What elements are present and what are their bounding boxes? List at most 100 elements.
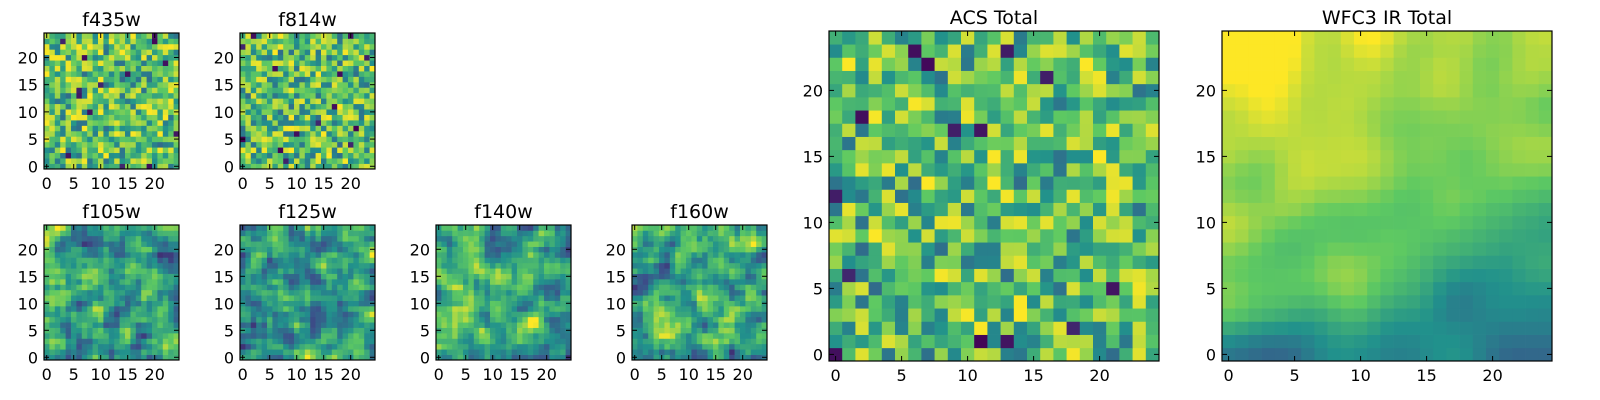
heatmap-cell xyxy=(98,49,104,56)
heatmap-cell xyxy=(473,289,480,296)
heatmap-cell xyxy=(484,284,491,291)
heatmap-cell xyxy=(1235,334,1249,349)
heatmap-cell xyxy=(76,230,83,237)
heatmap-cell xyxy=(310,284,316,291)
heatmap-cell xyxy=(283,230,289,237)
heatmap-cell xyxy=(108,49,115,56)
heatmap-cell xyxy=(130,311,137,318)
heatmap-cell xyxy=(1013,110,1028,124)
heatmap-cell xyxy=(157,38,164,45)
heatmap-cell xyxy=(533,306,539,312)
heatmap-cell xyxy=(152,338,158,345)
heatmap-cell xyxy=(908,202,922,217)
heatmap-cell xyxy=(364,152,370,159)
heatmap-cell xyxy=(1446,176,1460,190)
heatmap-cell xyxy=(240,284,246,291)
heatmap-cell xyxy=(342,230,349,237)
heatmap-cell xyxy=(1314,189,1328,203)
heatmap-cell xyxy=(162,120,169,126)
heatmap-cell xyxy=(745,225,752,231)
heatmap-cell xyxy=(294,241,300,247)
heatmap-cell xyxy=(961,97,975,111)
heatmap-cell xyxy=(707,252,714,258)
heatmap-cell xyxy=(1132,70,1147,85)
heatmap-cell xyxy=(98,338,104,345)
heatmap-cell xyxy=(868,70,883,85)
heatmap-cell xyxy=(76,65,83,72)
heatmap-cell xyxy=(1079,57,1094,71)
heatmap-cell xyxy=(364,141,370,148)
heatmap-cell xyxy=(745,322,752,328)
heatmap-cell xyxy=(1340,295,1355,309)
heatmap-cell xyxy=(337,235,343,242)
heatmap-cell xyxy=(240,311,246,318)
heatmap-cell xyxy=(369,125,376,132)
heatmap-cell xyxy=(277,354,284,361)
heatmap-cell xyxy=(1314,308,1328,322)
heatmap-cell xyxy=(560,262,566,269)
heatmap-cell xyxy=(54,54,61,61)
heatmap-cell xyxy=(468,235,475,242)
heatmap-cell xyxy=(1040,215,1054,230)
heatmap-cell xyxy=(1525,281,1540,296)
heatmap-cell xyxy=(479,246,485,253)
heatmap-cell xyxy=(256,109,262,115)
heatmap-cell xyxy=(267,38,273,45)
heatmap-cell xyxy=(473,279,480,285)
heatmap-cell xyxy=(468,230,475,237)
heatmap-cell xyxy=(756,246,762,253)
heatmap-cell xyxy=(1327,163,1342,177)
heatmap-cell xyxy=(829,202,843,217)
heatmap-cell xyxy=(304,38,311,45)
heatmap-cell xyxy=(168,273,174,280)
heatmap-cell xyxy=(533,230,539,237)
heatmap-cell xyxy=(868,44,883,58)
heatmap-cell xyxy=(321,322,327,328)
heatmap-cell xyxy=(146,322,153,328)
heatmap-cell xyxy=(71,43,77,50)
heatmap-cell xyxy=(81,81,88,88)
heatmap-cell xyxy=(554,230,561,237)
heatmap-cell xyxy=(125,136,131,143)
heatmap-cell xyxy=(272,343,279,350)
heatmap-cell xyxy=(87,306,93,312)
heatmap-cell xyxy=(114,295,120,301)
heatmap-cell xyxy=(1446,281,1460,296)
heatmap-cell xyxy=(81,333,88,339)
heatmap-cell xyxy=(1222,308,1236,322)
heatmap-cell xyxy=(457,235,464,242)
heatmap-cell xyxy=(554,327,561,334)
heatmap-cell xyxy=(103,246,110,253)
heatmap-cell xyxy=(272,230,279,237)
heatmap-cell xyxy=(353,230,360,237)
heatmap-cell xyxy=(342,81,349,88)
heatmap-cell xyxy=(1406,347,1421,362)
heatmap-cell xyxy=(81,306,88,312)
heatmap-cell xyxy=(632,252,638,258)
heatmap-cell xyxy=(157,316,164,323)
heatmap-cell xyxy=(81,103,88,110)
heatmap-cell xyxy=(326,225,333,231)
heatmap-cell xyxy=(321,316,327,323)
heatmap-cell xyxy=(358,130,365,137)
heatmap-cell xyxy=(44,316,50,323)
heatmap-cell xyxy=(1053,308,1067,322)
heatmap-cell xyxy=(1393,308,1408,322)
heatmap-cell xyxy=(342,98,349,105)
heatmap-cell xyxy=(125,235,131,242)
heatmap-cell xyxy=(315,262,322,269)
heatmap-cell xyxy=(353,49,360,56)
heatmap-cell xyxy=(310,60,316,66)
heatmap-cell xyxy=(364,163,370,170)
heatmap-cell xyxy=(152,152,158,159)
heatmap-cell xyxy=(750,311,757,318)
heatmap-cell xyxy=(245,300,252,307)
heatmap-cell xyxy=(65,235,72,242)
heatmap-cell xyxy=(761,268,768,274)
heatmap-cell xyxy=(1512,189,1526,203)
heatmap-cell xyxy=(479,327,485,334)
heatmap-cell xyxy=(353,130,360,137)
heatmap-cell xyxy=(272,103,279,110)
heatmap-cell xyxy=(71,284,77,291)
heatmap-cell xyxy=(1106,136,1120,151)
